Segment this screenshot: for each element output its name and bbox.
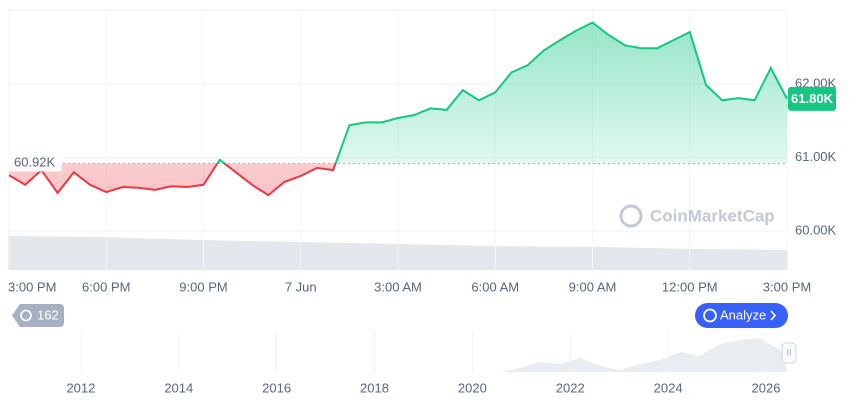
last-price-bg [788, 86, 836, 111]
navigator-year: 2018 [360, 380, 389, 395]
price-line-down [8, 163, 337, 197]
history-badge[interactable]: 162 [12, 304, 64, 327]
area-below [9, 163, 787, 196]
last-price-label: 61.80K [791, 91, 834, 106]
x-tick-label: 12:00 PM [662, 279, 718, 294]
x-tick-label: 3:00 PM [8, 279, 56, 294]
watermark-text: CoinMarketCap [650, 206, 775, 225]
x-tick-label: 7 Jun [285, 279, 317, 294]
clock-icon [20, 309, 32, 322]
area-above [217, 22, 787, 164]
analyze-bg [695, 303, 788, 328]
x-tick-label: 6:00 AM [471, 279, 519, 294]
watermark: CoinMarketCap [619, 204, 775, 228]
analyze-icon [703, 308, 717, 323]
x-tick-label: 9:00 PM [179, 279, 227, 294]
navigator-year: 2016 [262, 380, 291, 395]
y-tick-label: 62.00K [795, 76, 837, 91]
y-tick-label: 61.00K [795, 149, 837, 164]
navigator-year: 2024 [654, 380, 683, 395]
plot-area [8, 10, 788, 270]
navigator-year: 2014 [164, 380, 193, 395]
chevron [770, 310, 777, 321]
badge-text: 162 [37, 307, 59, 322]
analyze-text: Analyze [720, 307, 766, 322]
handle-grip: II [786, 347, 791, 357]
navigator-year: 2026 [752, 380, 781, 395]
navigator-handle[interactable] [781, 342, 797, 364]
analyze-button[interactable]: Analyze [695, 303, 788, 328]
x-tick-label: 3:00 AM [374, 279, 422, 294]
x-tick-label: 6:00 PM [82, 279, 130, 294]
price-line-up [216, 21, 788, 164]
y-tick-label: 60.00K [795, 223, 837, 238]
navigator-year: 2020 [458, 380, 487, 395]
badge-bg [12, 304, 64, 327]
navigator: II [8, 332, 797, 372]
x-tick-label: 9:00 AM [569, 279, 617, 294]
navigator-area [8, 338, 788, 372]
x-tick-label: 3:00 PM [763, 279, 811, 294]
baseline-label: 60.92K [14, 154, 56, 169]
baseline-label-bg [8, 154, 62, 172]
navigator-year: 2012 [66, 380, 95, 395]
navigator-year: 2022 [556, 380, 585, 395]
